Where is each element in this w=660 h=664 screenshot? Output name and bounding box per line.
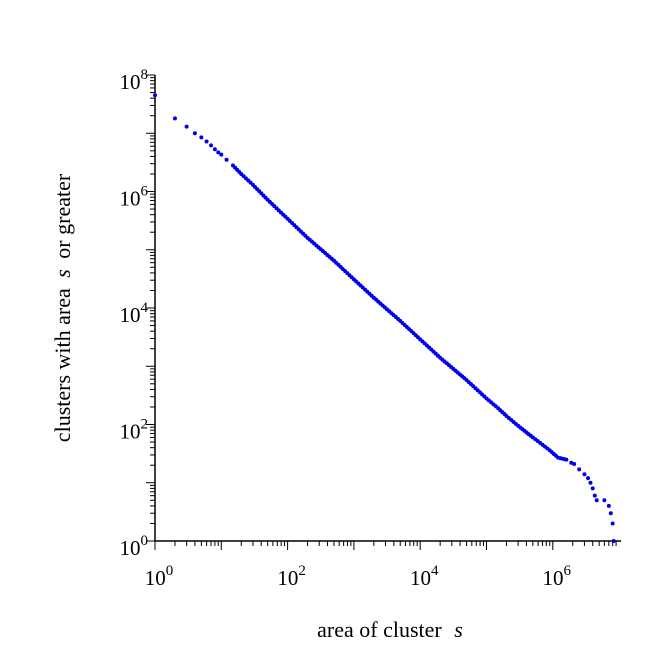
- data-point: [611, 539, 616, 543]
- data-point: [204, 139, 209, 144]
- data-point: [588, 480, 593, 485]
- y-tick-label: 104: [120, 300, 149, 327]
- x-tick-label: 102: [277, 563, 306, 590]
- y-tick-label: 108: [120, 67, 149, 94]
- data-point: [592, 493, 597, 498]
- data-point: [572, 461, 577, 466]
- y-axis-label: clusters with area s or greater: [50, 173, 75, 442]
- data-point: [594, 498, 599, 503]
- y-tick-label: 100: [120, 533, 149, 560]
- x-axis-label: area of cluster s: [317, 617, 463, 642]
- y-tick-label: 106: [120, 184, 149, 211]
- data-point: [172, 116, 177, 121]
- data-point: [606, 503, 611, 508]
- data-point: [602, 498, 607, 503]
- minor-ticks: [146, 74, 617, 550]
- data-point: [219, 152, 224, 157]
- data-point: [590, 486, 595, 491]
- data-point: [582, 472, 587, 477]
- data-points: [153, 93, 616, 543]
- data-point: [184, 124, 189, 129]
- x-tick-label: 106: [543, 563, 572, 590]
- x-tick-label: 104: [410, 563, 439, 590]
- data-point: [564, 457, 569, 462]
- data-point: [212, 147, 217, 152]
- data-point: [224, 157, 229, 162]
- data-point: [610, 521, 615, 526]
- data-point: [209, 143, 214, 148]
- data-point: [192, 131, 197, 136]
- data-point: [153, 93, 157, 98]
- y-tick-label: 102: [120, 417, 149, 444]
- x-tick-label: 100: [145, 563, 174, 590]
- y-tick-labels: 100 102 104 106 108: [120, 67, 149, 560]
- data-point: [577, 467, 582, 472]
- data-point: [608, 511, 613, 516]
- x-tick-labels: 100 102 104 106: [145, 563, 572, 590]
- data-point: [199, 135, 204, 140]
- data-point: [216, 150, 221, 155]
- data-point: [586, 476, 591, 481]
